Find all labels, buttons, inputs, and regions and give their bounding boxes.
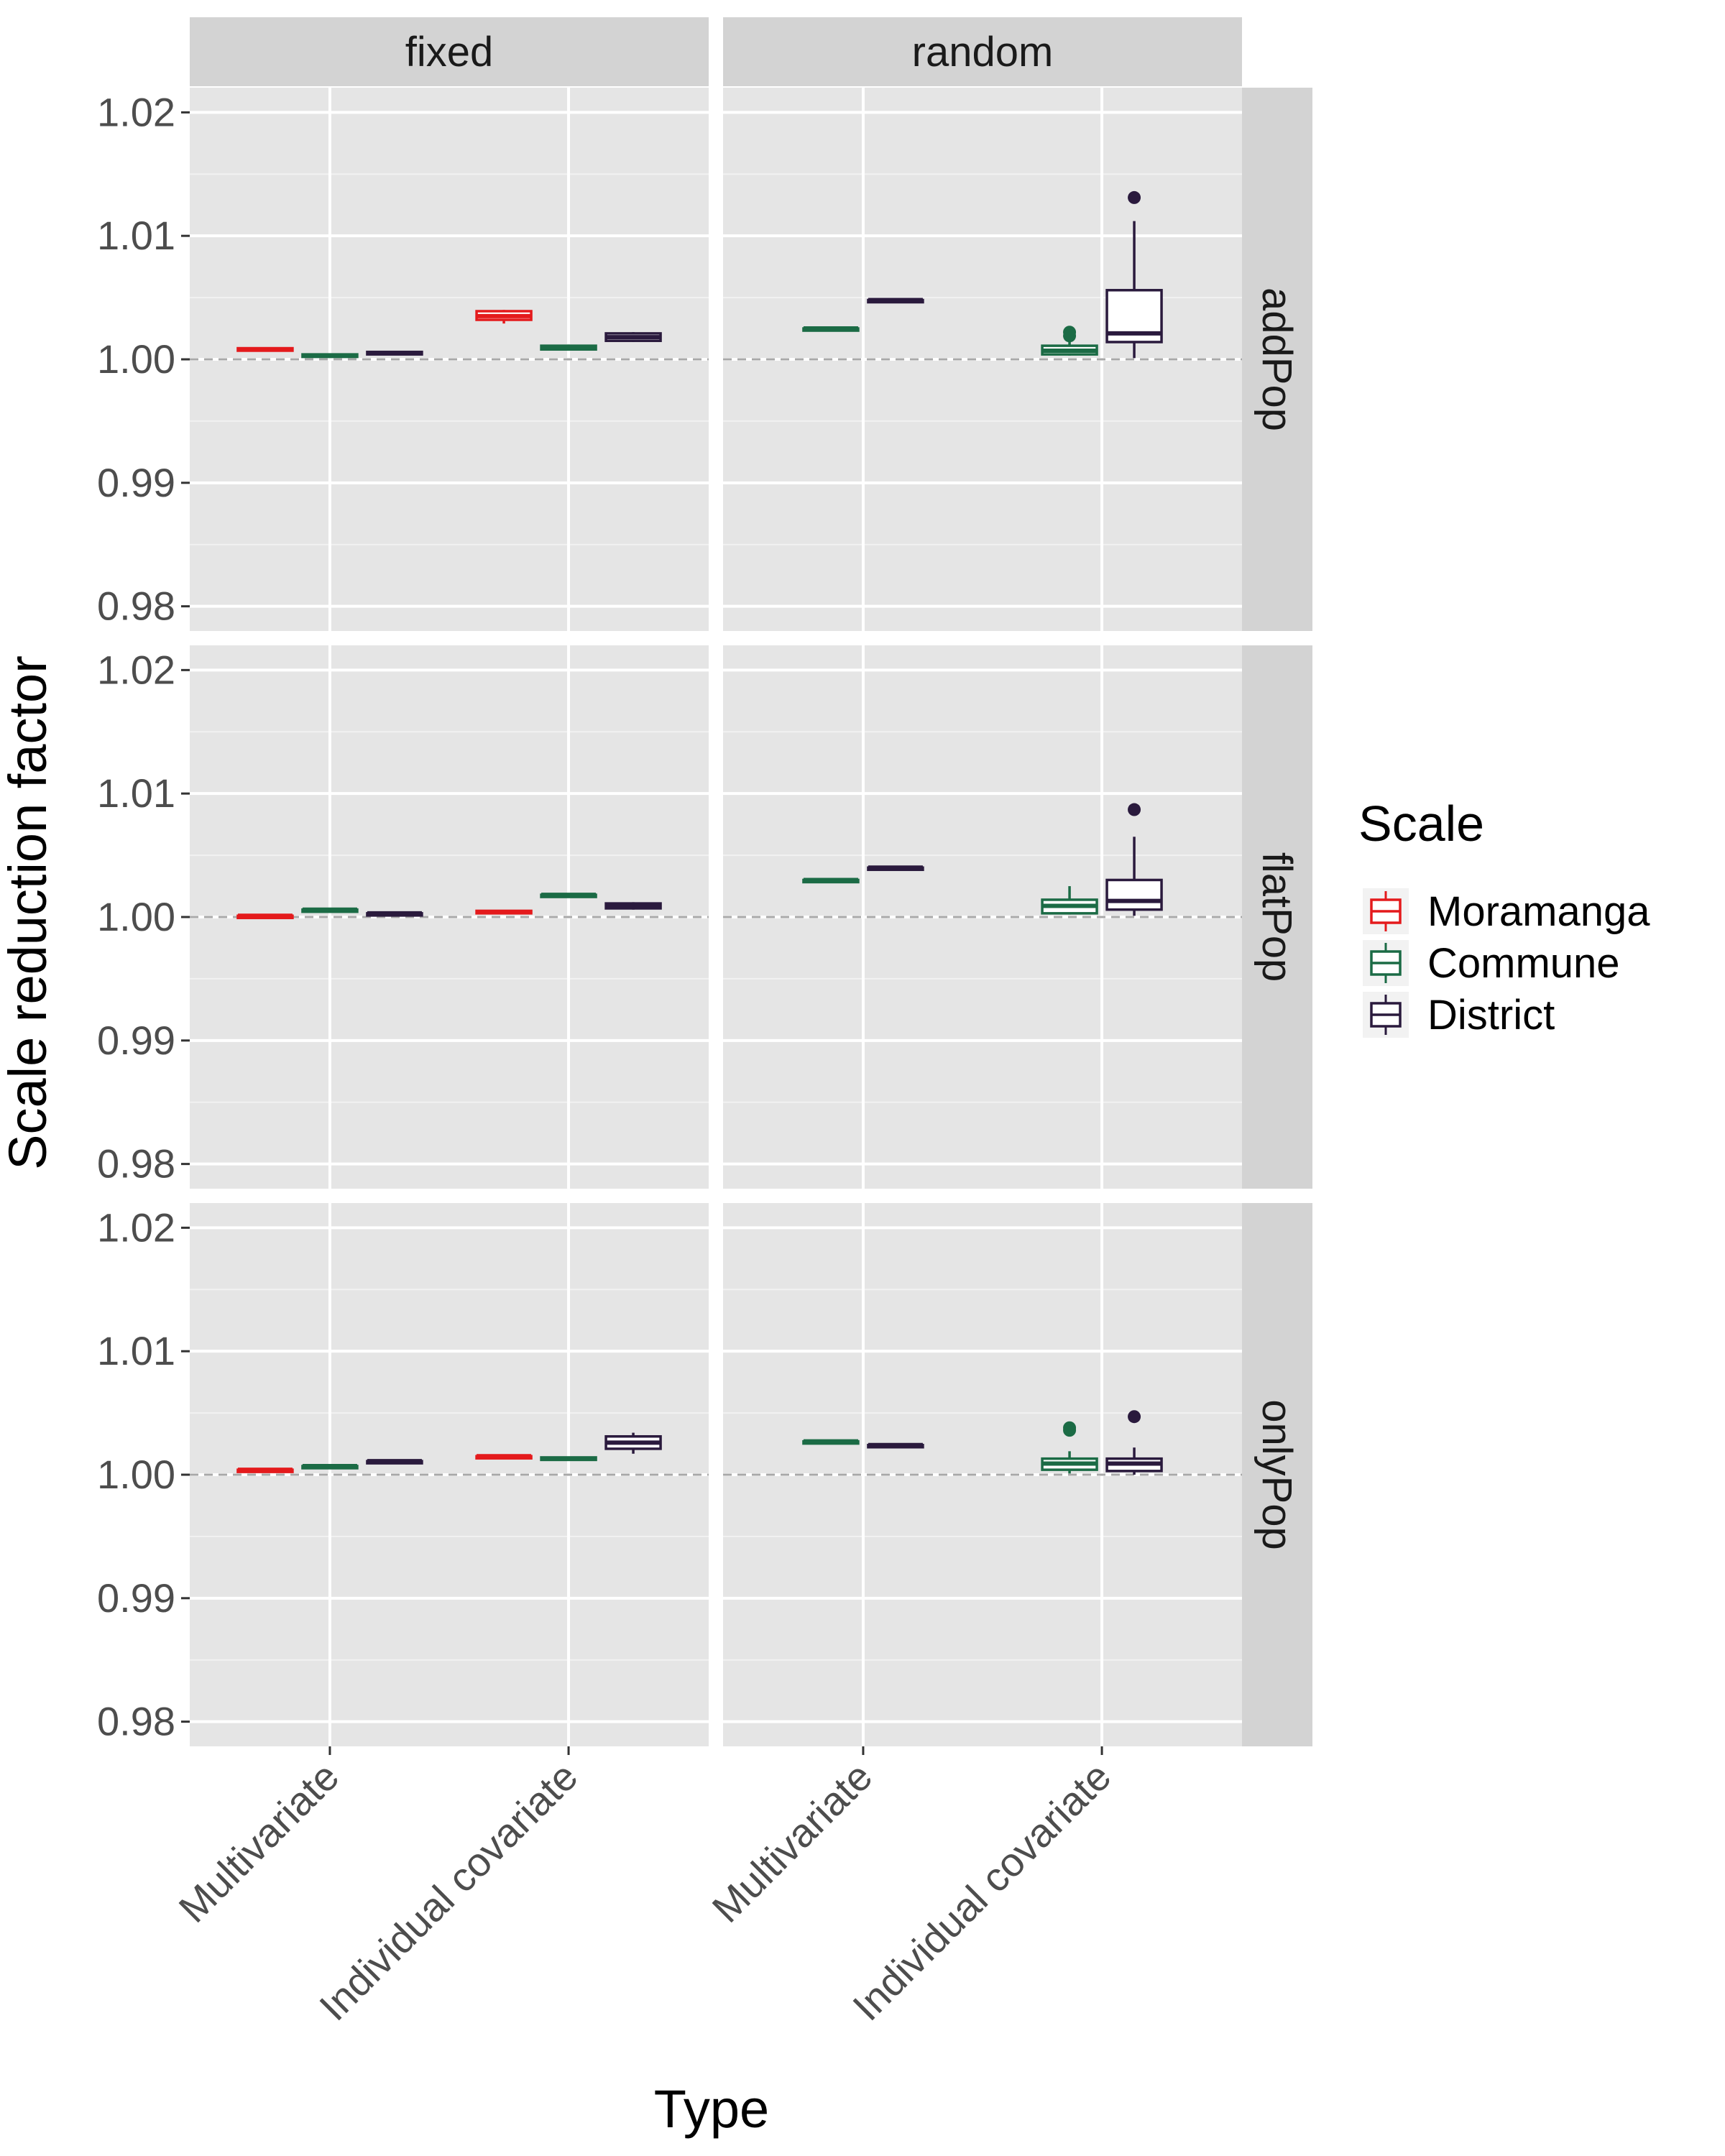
boxes-fixed-addPop	[236, 310, 662, 359]
y-tick-label: 1.01	[97, 1328, 175, 1373]
y-tick-label: 1.01	[97, 770, 175, 816]
box-commune	[301, 907, 359, 913]
box-commune	[540, 344, 597, 351]
box-district	[604, 902, 662, 910]
boxes-random-onlyPop	[802, 1410, 1163, 1475]
box-outlier	[1063, 1424, 1077, 1437]
y-tick-label: 0.99	[97, 1575, 175, 1621]
box-commune	[1041, 1421, 1098, 1474]
facet-strip-fixed	[190, 17, 709, 86]
box-district	[867, 298, 924, 304]
box-moramanga	[236, 1468, 294, 1473]
box-moramanga	[475, 310, 533, 324]
y-tick-label: 1.00	[97, 336, 175, 382]
box-outlier	[1128, 1410, 1141, 1424]
box-district	[604, 332, 662, 342]
facet-strip-label-addPop: addPop	[1254, 287, 1300, 431]
box-district	[366, 1459, 423, 1465]
y-tick-label: 0.99	[97, 460, 175, 505]
box-commune	[802, 1439, 860, 1445]
legend-entry-label: Commune	[1427, 940, 1620, 987]
box-district	[1105, 190, 1163, 359]
y-axis-flatPop: 0.98 0.99 1.00 1.01 1.02	[97, 647, 190, 1187]
facet-strip-onlyPop	[1242, 1203, 1312, 1746]
facet-strip-label-fixed: fixed	[405, 29, 494, 75]
legend-title: Scale	[1358, 796, 1484, 852]
box-moramanga	[236, 346, 294, 352]
boxes-fixed-flatPop	[236, 893, 662, 920]
panel-fixed-onlyPop	[190, 1203, 709, 1746]
box-district	[366, 350, 423, 356]
box-moramanga	[475, 909, 533, 915]
x-axis-title: Type	[654, 2079, 769, 2139]
box-outlier	[1128, 803, 1141, 816]
box-commune	[802, 877, 860, 884]
box-district	[867, 865, 924, 872]
box-iqr	[1105, 878, 1163, 911]
panel-random-flatPop	[723, 645, 1242, 1189]
y-tick-label: 0.98	[97, 1699, 175, 1744]
legend-entry-commune: Commune	[1363, 940, 1620, 987]
facet-strip-addPop	[1242, 88, 1312, 631]
y-tick-label: 0.99	[97, 1018, 175, 1063]
facet-strip-label-flatPop: flatPop	[1254, 852, 1300, 982]
box-moramanga	[475, 1454, 533, 1460]
y-tick-label: 1.00	[97, 894, 175, 939]
legend-entry-label: District	[1427, 992, 1555, 1038]
panel-fixed-addPop	[190, 88, 709, 631]
boxes-random-flatPop	[802, 803, 1163, 916]
boxes-random-addPop	[802, 190, 1163, 359]
box-moramanga	[236, 913, 294, 920]
box-district	[604, 1432, 662, 1454]
box-district	[366, 911, 423, 917]
box-outlier	[1063, 329, 1077, 343]
y-tick-label: 0.98	[97, 584, 175, 629]
y-axis-onlyPop: 0.98 0.99 1.00 1.01 1.02	[97, 1204, 190, 1744]
facet-strip-label-random: random	[912, 29, 1054, 75]
box-commune	[1041, 886, 1098, 915]
box-commune	[301, 1463, 359, 1470]
y-tick-label: 1.02	[97, 647, 175, 692]
legend-entry-label: Moramanga	[1427, 888, 1650, 935]
y-tick-label: 1.02	[97, 89, 175, 134]
box-commune	[540, 1456, 597, 1462]
boxes-fixed-onlyPop	[236, 1432, 662, 1473]
box-district	[867, 1442, 924, 1449]
box-commune	[301, 353, 359, 359]
facet-strip-label-onlyPop: onlyPop	[1254, 1399, 1300, 1550]
y-tick-label: 1.01	[97, 213, 175, 258]
panel-random-addPop	[723, 88, 1242, 631]
y-axis-addPop: 0.98 0.99 1.00 1.01 1.02	[97, 89, 190, 629]
box-district	[1105, 803, 1163, 916]
box-district	[1105, 1410, 1163, 1475]
box-outlier	[1128, 190, 1141, 204]
facet-panels: fixed random addPop flatPop onlyPop	[190, 17, 1312, 1746]
legend: Scale Moramanga Commune District	[1358, 796, 1650, 1038]
y-tick-label: 1.02	[97, 1204, 175, 1250]
legend-entry-district: District	[1363, 992, 1555, 1038]
box-commune	[540, 893, 597, 898]
panel-random-onlyPop	[723, 1203, 1242, 1746]
box-commune	[1041, 326, 1098, 356]
y-axis-title: Scale reduction factor	[0, 655, 58, 1170]
y-tick-label: 1.00	[97, 1452, 175, 1497]
box-commune	[802, 326, 860, 332]
y-tick-label: 0.98	[97, 1141, 175, 1187]
facet-strip-flatPop	[1242, 645, 1312, 1189]
legend-entry-moramanga: Moramanga	[1363, 888, 1650, 935]
facet-strip-random	[723, 17, 1242, 86]
